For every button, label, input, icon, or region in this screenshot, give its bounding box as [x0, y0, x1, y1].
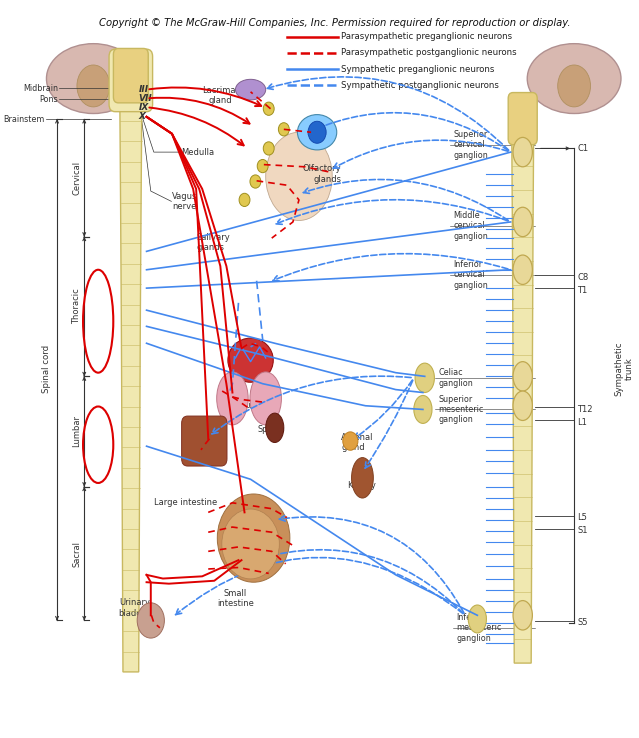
Text: Eye: Eye [300, 133, 316, 142]
Text: Medulla: Medulla [181, 148, 214, 156]
Text: Superior
cervical
ganglion: Superior cervical ganglion [453, 130, 488, 159]
Ellipse shape [228, 338, 273, 382]
Text: Inferior
cervical
ganglion: Inferior cervical ganglion [453, 260, 488, 290]
Text: Sacral: Sacral [72, 540, 82, 567]
Ellipse shape [47, 44, 140, 114]
Ellipse shape [297, 114, 337, 150]
Ellipse shape [513, 391, 532, 421]
Text: Salivary
glands: Salivary glands [196, 233, 230, 252]
Ellipse shape [263, 142, 274, 155]
Text: Copyright © The McGraw-Hill Companies, Inc. Permission required for reproduction: Copyright © The McGraw-Hill Companies, I… [100, 18, 571, 27]
Ellipse shape [263, 102, 274, 115]
Ellipse shape [266, 413, 284, 443]
Ellipse shape [222, 509, 279, 579]
Text: Large intestine: Large intestine [154, 498, 217, 507]
Ellipse shape [513, 255, 532, 284]
Text: Thoracic: Thoracic [72, 289, 82, 325]
FancyBboxPatch shape [109, 49, 153, 111]
Text: Brainstem: Brainstem [4, 114, 45, 123]
Text: Small
intestine: Small intestine [217, 589, 254, 608]
Ellipse shape [235, 79, 266, 100]
Text: Kidney: Kidney [348, 480, 376, 490]
PathPatch shape [120, 100, 142, 672]
Text: Lungs: Lungs [244, 401, 269, 410]
Ellipse shape [266, 132, 332, 221]
Text: Stomach: Stomach [187, 438, 224, 447]
Ellipse shape [250, 372, 281, 425]
Text: Cervical: Cervical [72, 161, 82, 195]
Text: Sympathetic postganglionic neurons: Sympathetic postganglionic neurons [341, 80, 499, 90]
Text: Celiac
ganglion: Celiac ganglion [438, 368, 473, 387]
FancyBboxPatch shape [181, 416, 227, 466]
Ellipse shape [415, 363, 435, 393]
Text: Pons: Pons [40, 94, 58, 103]
Ellipse shape [250, 175, 261, 188]
Ellipse shape [239, 193, 250, 207]
Text: L5: L5 [577, 513, 587, 522]
Text: VII: VII [139, 94, 153, 103]
Ellipse shape [137, 603, 164, 638]
Text: Lacrimal
gland: Lacrimal gland [203, 86, 238, 106]
Text: Urinary
bladder: Urinary bladder [118, 599, 151, 618]
Text: Vagus
nerve: Vagus nerve [172, 192, 197, 211]
Text: Heart: Heart [239, 344, 263, 353]
FancyBboxPatch shape [113, 49, 148, 103]
Text: S5: S5 [577, 618, 588, 627]
Ellipse shape [308, 121, 326, 143]
Text: T12: T12 [577, 405, 592, 414]
Ellipse shape [351, 458, 373, 498]
Text: Sympathetic preganglionic neurons: Sympathetic preganglionic neurons [341, 64, 495, 74]
Text: IX: IX [139, 103, 149, 111]
Ellipse shape [414, 396, 432, 424]
Ellipse shape [258, 159, 268, 173]
FancyBboxPatch shape [508, 92, 537, 145]
Text: T1: T1 [577, 286, 587, 295]
Text: X: X [139, 112, 146, 121]
Ellipse shape [279, 123, 289, 136]
Ellipse shape [217, 494, 290, 582]
Ellipse shape [513, 207, 532, 237]
Text: S1: S1 [577, 526, 588, 535]
Text: Spleen: Spleen [258, 425, 286, 434]
Text: Inferior
mesenteric
ganglion: Inferior mesenteric ganglion [456, 613, 502, 643]
Ellipse shape [513, 137, 532, 167]
Ellipse shape [513, 362, 532, 391]
Ellipse shape [77, 65, 110, 107]
Text: C8: C8 [577, 272, 589, 282]
Text: Parasympathetic postganglionic neurons: Parasympathetic postganglionic neurons [341, 49, 517, 58]
Text: Lumbar: Lumbar [72, 415, 82, 447]
Ellipse shape [343, 432, 358, 450]
Ellipse shape [468, 605, 486, 633]
Text: Adrenal
gland: Adrenal gland [341, 432, 374, 452]
Text: C1: C1 [577, 144, 589, 153]
Ellipse shape [558, 65, 590, 107]
Text: Olfactory
glands: Olfactory glands [303, 165, 341, 184]
Text: Midbrain: Midbrain [23, 83, 58, 93]
Ellipse shape [217, 372, 248, 425]
Text: L1: L1 [577, 418, 587, 427]
Text: Parasympathetic preganglionic neurons: Parasympathetic preganglionic neurons [341, 32, 512, 41]
Ellipse shape [527, 44, 621, 114]
Text: Middle
cervical
ganglion: Middle cervical ganglion [453, 211, 488, 241]
Text: Sympathetic
trunk: Sympathetic trunk [615, 342, 634, 396]
PathPatch shape [512, 142, 534, 663]
Text: Superior
mesenteric
ganglion: Superior mesenteric ganglion [438, 395, 484, 424]
Ellipse shape [513, 601, 532, 630]
Text: Spinal cord: Spinal cord [42, 345, 50, 393]
Text: III: III [139, 85, 149, 94]
